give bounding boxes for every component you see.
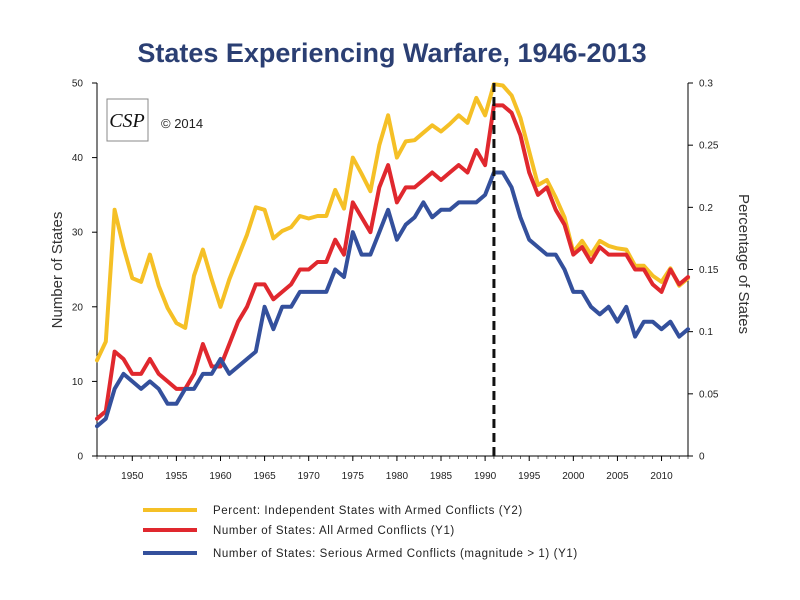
legend: Percent: Independent States with Armed C… bbox=[143, 505, 578, 560]
x-tick-label: 2000 bbox=[562, 471, 585, 482]
logo-text: CSP bbox=[109, 110, 145, 132]
x-tick-label: 1960 bbox=[209, 471, 232, 482]
legend-label-percent: Percent: Independent States with Armed C… bbox=[213, 505, 523, 517]
x-tick-label: 1990 bbox=[474, 471, 497, 482]
x-tick-label: 2010 bbox=[650, 471, 673, 482]
serious-conflicts-line bbox=[95, 170, 690, 429]
y1-tick-label: 0 bbox=[77, 452, 83, 463]
y2-tick-label: 0.05 bbox=[699, 389, 719, 400]
y2-tick-label: 0.2 bbox=[699, 203, 713, 214]
x-tick-label: 2005 bbox=[606, 471, 629, 482]
y1-tick-label: 20 bbox=[72, 302, 84, 313]
x-tick-label: 1980 bbox=[386, 471, 409, 482]
copyright: © 2014 bbox=[161, 116, 203, 131]
x-tick-label: 1950 bbox=[121, 471, 144, 482]
y2-axis-label: Percentage of States bbox=[735, 194, 752, 334]
legend-label-all-conflicts: Number of States: All Armed Conflicts (Y… bbox=[213, 525, 455, 537]
x-tick-label: 1970 bbox=[298, 471, 321, 482]
y2-tick-label: 0.3 bbox=[699, 79, 713, 90]
y2-tick-label: 0.25 bbox=[699, 141, 719, 152]
all-conflicts-line bbox=[95, 103, 690, 421]
csp-logo: CSP bbox=[106, 98, 149, 142]
y2-tick-label: 0.15 bbox=[699, 265, 719, 276]
y1-tick-label: 10 bbox=[72, 377, 84, 388]
x-tick-label: 1995 bbox=[518, 471, 541, 482]
x-tick-label: 1985 bbox=[430, 471, 453, 482]
legend-label-serious-conflicts: Number of States: Serious Armed Conflict… bbox=[213, 548, 578, 560]
x-tick-label: 1965 bbox=[253, 471, 276, 482]
y1-tick-label: 50 bbox=[72, 79, 84, 90]
chart-title: States Experiencing Warfare, 1946-2013 bbox=[137, 38, 646, 68]
y2-tick-label: 0.1 bbox=[699, 327, 713, 338]
y1-tick-label: 40 bbox=[72, 153, 84, 164]
x-tick-label: 1955 bbox=[165, 471, 188, 482]
y2-tick-label: 0 bbox=[699, 452, 705, 463]
y1-axis-label: Number of States bbox=[49, 212, 66, 329]
percent-line bbox=[95, 82, 690, 363]
y1-tick-label: 30 bbox=[72, 228, 84, 239]
x-tick-label: 1975 bbox=[342, 471, 365, 482]
